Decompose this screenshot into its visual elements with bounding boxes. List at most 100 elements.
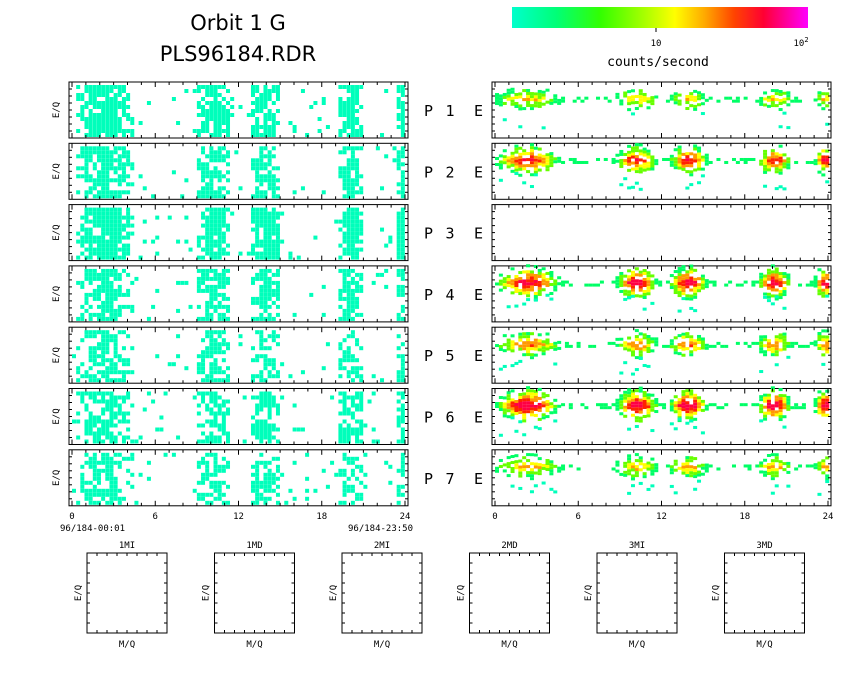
data-cell xyxy=(400,366,405,371)
data-cell xyxy=(615,95,620,99)
data-cell xyxy=(396,316,401,321)
data-cell xyxy=(510,285,515,289)
data-cell xyxy=(813,343,818,347)
data-cell xyxy=(355,439,360,444)
data-cell xyxy=(213,170,218,175)
data-cell xyxy=(101,235,106,240)
data-cell xyxy=(545,156,550,160)
data-cell xyxy=(250,480,255,485)
data-cell xyxy=(627,108,632,112)
data-cell xyxy=(821,353,826,357)
data-cell xyxy=(126,272,131,277)
data-cell xyxy=(568,283,573,287)
data-cell xyxy=(689,404,694,408)
data-cell xyxy=(84,488,89,493)
data-cell xyxy=(88,85,93,89)
data-cell xyxy=(549,98,554,102)
data-cell xyxy=(681,462,686,466)
data-cell xyxy=(101,342,106,347)
data-cell xyxy=(113,215,118,220)
data-cell xyxy=(778,296,783,300)
energy-label: E xyxy=(474,286,483,304)
data-cell xyxy=(541,102,546,106)
data-cell xyxy=(88,415,93,420)
data-cell xyxy=(130,472,135,477)
data-cell xyxy=(821,92,826,96)
data-cell xyxy=(526,471,531,475)
data-cell xyxy=(209,423,214,428)
mass-panel-title: 2MI xyxy=(374,541,390,551)
data-cell xyxy=(226,113,231,117)
data-cell xyxy=(84,85,89,89)
data-cell xyxy=(526,164,531,168)
data-cell xyxy=(113,484,118,489)
data-cell xyxy=(817,390,822,394)
data-cell xyxy=(342,105,347,109)
data-cell xyxy=(117,117,122,121)
data-cell xyxy=(255,472,260,477)
data-cell xyxy=(101,399,106,404)
data-cell xyxy=(627,491,632,495)
data-cell xyxy=(76,280,81,285)
data-cell xyxy=(774,453,779,457)
data-cell xyxy=(142,239,147,244)
data-cell xyxy=(638,285,643,289)
data-cell xyxy=(209,243,214,248)
data-cell xyxy=(201,316,206,321)
data-cell xyxy=(642,390,647,394)
data-cell xyxy=(755,341,760,345)
data-cell xyxy=(275,247,280,252)
data-cell xyxy=(263,117,268,121)
data-cell xyxy=(697,91,702,95)
data-cell xyxy=(708,280,713,284)
data-cell xyxy=(355,476,360,481)
data-cell xyxy=(747,467,752,471)
data-cell xyxy=(338,399,343,404)
data-cell xyxy=(255,190,260,195)
data-cell xyxy=(121,166,126,171)
data-cell xyxy=(346,476,351,481)
data-cell xyxy=(92,399,97,404)
data-cell xyxy=(712,283,717,287)
data-cell xyxy=(770,294,775,298)
data-cell xyxy=(778,162,783,166)
data-cell xyxy=(355,239,360,244)
data-cell xyxy=(619,164,624,168)
data-cell xyxy=(213,239,218,244)
data-cell xyxy=(400,268,405,273)
data-cell xyxy=(221,480,226,485)
data-cell xyxy=(105,174,110,179)
data-cell xyxy=(92,346,97,351)
data-cell xyxy=(221,113,226,117)
data-cell xyxy=(634,273,639,277)
data-cell xyxy=(380,227,385,232)
data-cell xyxy=(92,186,97,191)
data-cell xyxy=(615,92,620,96)
data-cell xyxy=(263,113,268,117)
data-cell xyxy=(176,354,181,359)
data-cell xyxy=(677,157,682,161)
data-cell xyxy=(665,344,670,348)
data-cell xyxy=(630,273,635,277)
data-cell xyxy=(113,125,118,129)
data-cell xyxy=(529,173,534,177)
data-cell xyxy=(92,121,97,125)
data-cell xyxy=(113,219,118,224)
data-cell xyxy=(350,133,355,137)
data-cell xyxy=(101,338,106,343)
data-cell xyxy=(101,362,106,367)
data-cell xyxy=(759,275,764,279)
data-cell xyxy=(502,396,507,400)
data-cell xyxy=(518,344,523,348)
data-cell xyxy=(759,278,764,282)
data-cell xyxy=(88,97,93,101)
panel-left-4: E/Q xyxy=(52,265,409,323)
data-cell xyxy=(642,405,647,409)
data-cell xyxy=(825,122,830,126)
data-cell xyxy=(105,182,110,187)
data-cell xyxy=(309,292,314,297)
data-cell xyxy=(221,304,226,309)
data-cell xyxy=(101,312,106,317)
data-cell xyxy=(267,93,272,97)
data-cell xyxy=(506,278,511,282)
